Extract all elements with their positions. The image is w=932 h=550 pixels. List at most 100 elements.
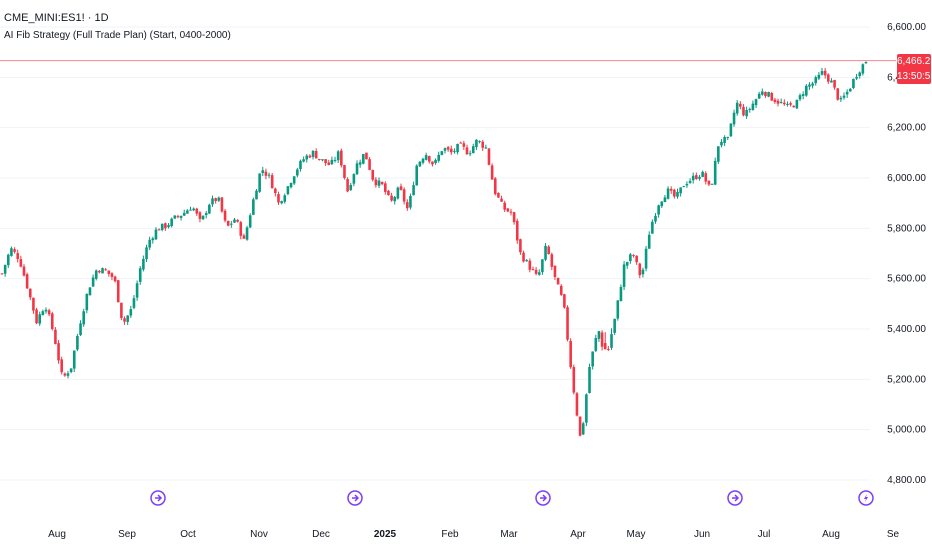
- y-tick-label: 5,000.00: [887, 425, 926, 436]
- candle-body: [610, 334, 613, 348]
- x-tick-label: Aug: [822, 529, 840, 540]
- candle-body: [330, 159, 334, 165]
- candle-body: [723, 136, 726, 143]
- candle-body: [616, 300, 620, 319]
- arrow-right-icon[interactable]: [347, 490, 363, 506]
- candle-body: [808, 84, 811, 87]
- candle-body: [126, 315, 129, 322]
- candle-body: [597, 331, 601, 339]
- indicator-title[interactable]: AI Fib Strategy (Full Trade Plan) (Start…: [4, 30, 231, 41]
- candle-body: [44, 309, 48, 312]
- candle-body: [559, 285, 563, 295]
- candle-body: [556, 277, 560, 285]
- candle-body: [296, 169, 299, 176]
- candle-body: [817, 74, 821, 79]
- y-tick-label: 5,600.00: [887, 274, 926, 285]
- candle-body: [852, 78, 855, 89]
- candle-body: [179, 215, 183, 218]
- candle-body: [528, 260, 532, 270]
- candle-body: [801, 94, 805, 97]
- candle-body: [729, 123, 733, 137]
- candle-body: [534, 269, 538, 274]
- x-tick-label: Mar: [500, 529, 518, 540]
- candle-body: [629, 254, 632, 262]
- candle-body: [635, 255, 638, 263]
- candle-body: [440, 151, 444, 155]
- candle-body: [138, 268, 142, 282]
- candle-body: [264, 171, 268, 176]
- candle-body: [739, 103, 742, 107]
- candle-body: [346, 179, 349, 192]
- candle-body: [506, 208, 510, 212]
- candle-body: [305, 155, 309, 160]
- candle-body: [220, 197, 224, 212]
- event-marker-glyph: [732, 494, 740, 502]
- candle-body: [340, 150, 343, 166]
- candle-body: [120, 302, 123, 318]
- candle-body: [248, 215, 252, 228]
- candle-body: [641, 269, 645, 275]
- event-marker-glyph: [352, 494, 360, 502]
- candle-body: [603, 343, 607, 350]
- candle-body: [613, 318, 616, 333]
- candle-body: [113, 276, 117, 282]
- candle-body: [685, 183, 689, 186]
- candle-body: [764, 91, 767, 97]
- candle-body: [355, 163, 359, 175]
- candle-body: [487, 148, 491, 165]
- candle-body: [13, 249, 16, 252]
- candle-body: [182, 212, 186, 216]
- candle-body: [186, 210, 189, 214]
- candle-body: [289, 183, 293, 188]
- candle-body: [547, 246, 550, 255]
- candle-body: [311, 150, 315, 157]
- candle-body: [132, 298, 136, 308]
- candle-body: [600, 332, 604, 347]
- candle-body: [110, 273, 114, 277]
- candle-body: [308, 155, 312, 158]
- candle-body: [767, 92, 770, 97]
- candle-body: [431, 161, 434, 165]
- candle-body: [550, 254, 554, 267]
- candle-body: [327, 162, 331, 166]
- candle-body: [826, 74, 830, 82]
- x-tick-label: Oct: [180, 529, 196, 540]
- arrow-right-icon[interactable]: [150, 490, 166, 506]
- arrow-right-icon[interactable]: [727, 490, 743, 506]
- candle-body: [669, 188, 673, 191]
- candle-body: [830, 80, 833, 83]
- arrow-right-icon[interactable]: [535, 490, 551, 506]
- candle-body: [647, 234, 651, 249]
- x-tick-label: Nov: [250, 529, 268, 540]
- last-price-value: 6,466.25: [897, 56, 932, 67]
- candle-body: [333, 159, 337, 161]
- event-marker-glyph: [540, 494, 548, 502]
- candle-body: [371, 169, 375, 180]
- candle-body: [25, 274, 29, 289]
- candle-body: [22, 266, 26, 276]
- candle-body: [484, 147, 488, 149]
- candle-body: [427, 156, 431, 162]
- candle-body: [468, 153, 472, 155]
- candle-body: [732, 112, 736, 125]
- candle-body: [594, 338, 598, 351]
- candle-body: [537, 272, 541, 275]
- candle-body: [622, 264, 626, 287]
- candle-body: [85, 294, 89, 311]
- candle-body: [855, 76, 858, 79]
- chart-symbol-title: CME_MINI:ES1! · 1D: [4, 12, 109, 24]
- candle-body: [509, 211, 513, 213]
- candle-body: [255, 190, 258, 200]
- candle-body: [94, 270, 98, 279]
- lightning-icon[interactable]: [858, 490, 874, 506]
- candle-body: [792, 105, 796, 108]
- candle-body: [478, 141, 481, 143]
- candle-body: [368, 159, 371, 170]
- candle-body: [449, 148, 453, 153]
- candle-body: [424, 155, 428, 160]
- candle-body: [657, 205, 660, 215]
- candle-body: [10, 248, 13, 256]
- candle-body: [88, 287, 92, 296]
- candle-body: [770, 92, 774, 101]
